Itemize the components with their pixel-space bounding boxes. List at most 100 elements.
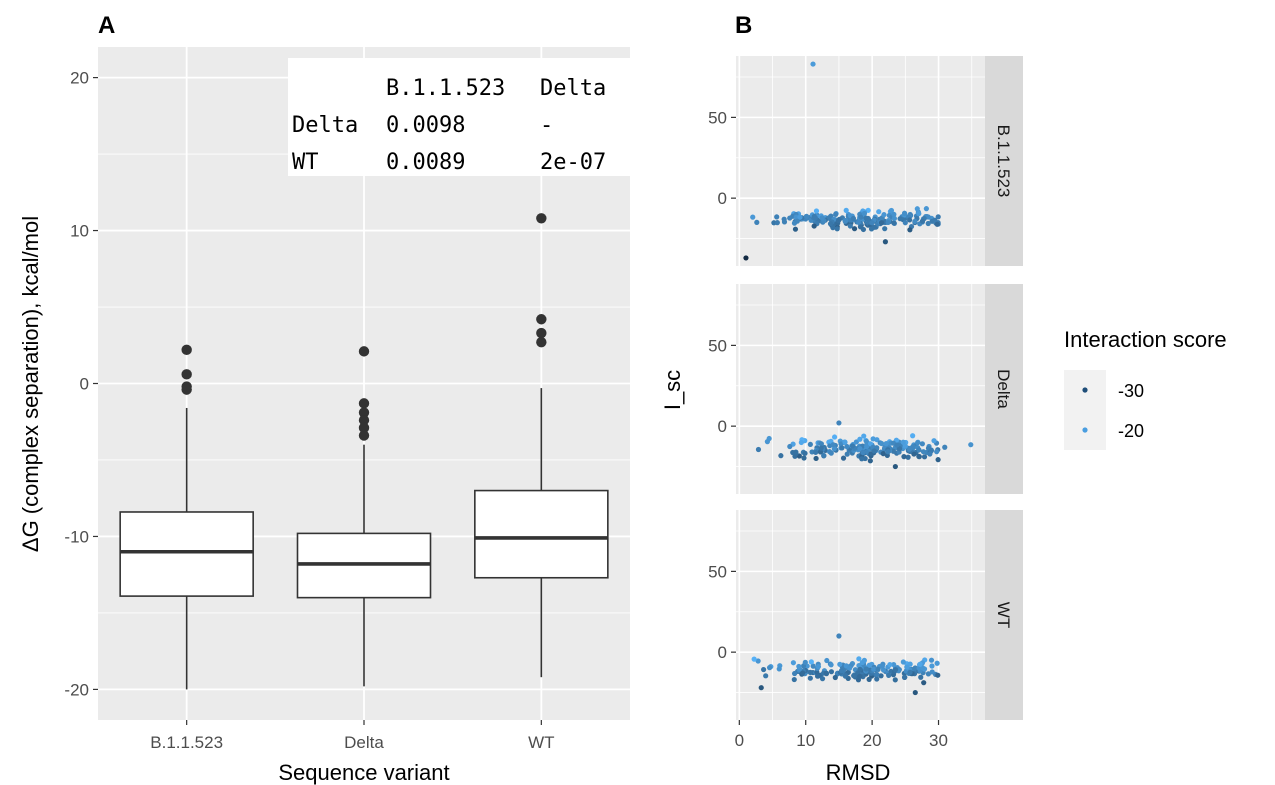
pvalue-cell: 2e-07 xyxy=(540,150,607,175)
scatter-point xyxy=(861,210,868,217)
panel-a-boxes xyxy=(119,213,609,690)
scatter-point xyxy=(828,669,835,675)
pvalue-cell: Delta xyxy=(540,76,607,101)
scatter-point xyxy=(934,660,940,666)
scatter-point xyxy=(890,448,897,454)
scatter-point xyxy=(810,61,816,67)
scatter-point xyxy=(776,666,782,672)
scatter-point xyxy=(902,674,908,680)
legend-label-2: -20 xyxy=(1118,421,1144,441)
facet-strip xyxy=(985,56,1023,266)
scatter-point xyxy=(835,217,842,224)
scatter-point xyxy=(912,689,918,696)
scatter-point xyxy=(844,443,850,450)
scatter-point xyxy=(935,457,941,463)
x-tick-label: WT xyxy=(528,733,554,752)
outlier-point xyxy=(536,213,547,224)
scatter-point xyxy=(929,669,935,675)
scatter-point xyxy=(906,217,913,223)
scatter-point xyxy=(927,451,933,457)
scatter-point xyxy=(808,659,814,665)
scatter-point xyxy=(891,661,897,668)
facet-strip xyxy=(985,510,1023,720)
scatter-point xyxy=(798,439,804,446)
scatter-point xyxy=(787,443,793,450)
scatter-point xyxy=(918,674,924,680)
scatter-point xyxy=(810,663,816,669)
scatter-point xyxy=(847,665,853,671)
scatter-point xyxy=(834,226,840,232)
scatter-point xyxy=(878,673,884,679)
scatter-point xyxy=(925,220,931,227)
scatter-point xyxy=(916,454,922,460)
scatter-point xyxy=(935,214,941,220)
scatter-point xyxy=(863,444,870,450)
scatter-point xyxy=(912,665,918,671)
scatter-point xyxy=(796,663,802,670)
outlier-point xyxy=(358,398,370,409)
scatter-point xyxy=(892,463,898,470)
box-iqr xyxy=(474,489,609,579)
scatter-point xyxy=(831,434,838,440)
scatter-point xyxy=(905,454,911,460)
legend-key-dot-2 xyxy=(1082,427,1088,433)
scatter-point xyxy=(830,225,836,231)
y-tick-label: 50 xyxy=(708,562,727,581)
scatter-point xyxy=(931,438,937,444)
scatter-point xyxy=(870,436,876,442)
panel-b-facets: 0 50 B.1.1.523 0 50 Delta 0 50 WT 0 10 20 30 xyxy=(708,56,1023,750)
scatter-point xyxy=(935,672,941,678)
scatter-point xyxy=(827,221,834,227)
scatter-point xyxy=(813,455,819,462)
scatter-point xyxy=(815,663,822,670)
x-tick-label: 20 xyxy=(863,731,882,750)
scatter-point xyxy=(921,454,928,460)
scatter-point xyxy=(882,226,888,232)
panel-a-letter: A xyxy=(98,12,116,39)
scatter-point xyxy=(882,239,889,245)
scatter-point xyxy=(807,441,813,448)
scatter-point xyxy=(807,669,813,675)
facet-strip-label: B.1.1.523 xyxy=(994,125,1013,198)
scatter-point xyxy=(818,441,824,447)
scatter-point xyxy=(802,450,808,456)
outlier-point xyxy=(181,344,192,356)
scatter-point xyxy=(891,220,897,226)
pvalue-cell: Delta xyxy=(292,113,359,138)
facet-background xyxy=(736,510,985,720)
outlier-point xyxy=(536,327,547,339)
pvalue-table-header: B.1.1.523 Delta xyxy=(292,70,630,107)
scatter-point xyxy=(758,685,764,691)
scatter-point xyxy=(869,220,875,226)
scatter-point xyxy=(819,215,825,221)
facet-2: 0 50 WT 0 10 20 30 xyxy=(708,510,1023,750)
outlier-point xyxy=(181,384,192,395)
outlier-point xyxy=(358,346,370,357)
scatter-point xyxy=(814,669,820,675)
x-tick-label: 30 xyxy=(929,731,948,750)
scatter-point xyxy=(813,208,820,214)
scatter-point xyxy=(900,439,906,445)
scatter-point xyxy=(857,445,863,452)
panel-b-xlabel: RMSD xyxy=(826,760,891,785)
scatter-point xyxy=(836,633,842,639)
scatter-point xyxy=(792,226,799,232)
scatter-point xyxy=(750,214,756,220)
pvalue-table: B.1.1.523 Delta Delta 0.0098 - WT 0.0089… xyxy=(288,58,630,176)
scatter-point xyxy=(802,659,808,665)
scatter-point xyxy=(901,454,907,460)
y-tick-label: 50 xyxy=(708,336,727,355)
scatter-point xyxy=(892,677,898,683)
scatter-point xyxy=(858,214,864,220)
scatter-point xyxy=(886,672,892,678)
scatter-point xyxy=(842,439,848,445)
scatter-point xyxy=(910,433,916,439)
scatter-point xyxy=(851,673,857,679)
scatter-point xyxy=(859,456,865,462)
scatter-point xyxy=(774,214,780,220)
scatter-point xyxy=(843,673,849,679)
scatter-point xyxy=(857,224,864,230)
scatter-point xyxy=(838,441,844,447)
facet-strip-label: Delta xyxy=(994,369,1013,409)
scatter-point xyxy=(881,212,887,218)
